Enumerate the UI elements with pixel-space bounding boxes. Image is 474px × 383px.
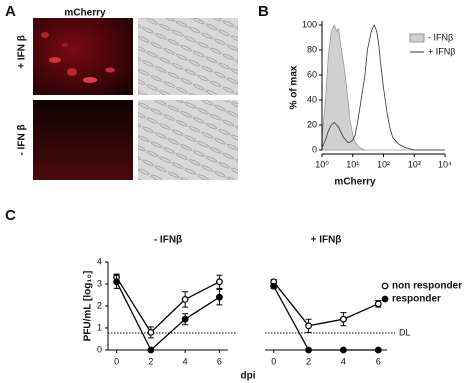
y-tick-label: 80 (307, 44, 317, 54)
panel-letter: B (258, 3, 269, 20)
x-tick-label: 2 (306, 356, 311, 366)
panel-letter: A (5, 3, 16, 20)
panel-letter: C (5, 207, 16, 224)
legend-swatch (409, 33, 425, 43)
series-line (273, 285, 379, 351)
y-tick-label: 60 (307, 69, 317, 79)
chart-title: + IFNβ (311, 235, 342, 246)
data-point (340, 346, 347, 354)
data-point (147, 346, 155, 354)
data-point (270, 282, 278, 290)
data-point (216, 293, 223, 301)
data-point (216, 278, 223, 286)
data-point (305, 346, 312, 354)
data-point (340, 315, 347, 323)
y-tick-label: 3 (97, 278, 102, 288)
y-tick-label: 4 (97, 256, 102, 266)
legend-label: - IFNβ (428, 32, 453, 42)
y-tick-label: 40 (307, 94, 317, 104)
image-row-label: - IFN β (17, 124, 28, 155)
histogram-line (321, 23, 445, 151)
x-tick-label: 6 (376, 356, 381, 366)
y-tick-label: 0 (312, 144, 317, 154)
data-point (147, 329, 155, 336)
y-axis-label: % of max (289, 65, 300, 109)
y-axis-label: PFU/mL [log₁₀] (83, 271, 94, 342)
x-tick-label: 4 (341, 356, 346, 366)
x-tick-label: 10¹ (346, 159, 359, 169)
image-row-label: + IFN β (17, 35, 28, 69)
brightfield-image (138, 100, 238, 180)
x-tick-label: 10³ (408, 159, 421, 169)
legend-label: non responder (392, 281, 462, 292)
x-tick-label: 0 (114, 356, 119, 366)
brightfield-image (138, 18, 238, 95)
y-tick-label: 100 (302, 19, 317, 29)
detection-label: DL (399, 327, 411, 337)
series-line (116, 277, 220, 334)
legend-marker (381, 295, 389, 303)
y-tick-label: 0 (97, 344, 102, 354)
image-column-label: mCherry (64, 8, 106, 19)
data-point (305, 322, 312, 330)
x-tick-label: 10² (377, 159, 390, 169)
data-point (181, 315, 189, 323)
fluorescence-image (33, 18, 133, 95)
x-tick-label: 6 (217, 356, 222, 366)
legend-marker (381, 282, 389, 290)
data-point (181, 296, 189, 303)
series-line (116, 281, 220, 352)
chart-title: - IFNβ (154, 235, 182, 246)
y-tick-label: 20 (307, 119, 317, 129)
x-tick-label: 10⁰ (315, 159, 329, 169)
y-tick-label: 1 (97, 322, 102, 332)
data-point (374, 300, 382, 308)
x-tick-label: 10⁴ (438, 159, 452, 169)
data-point (374, 346, 382, 354)
x-axis-label: dpi (241, 371, 256, 382)
fluorescence-image (33, 100, 133, 180)
x-tick-label: 4 (183, 356, 188, 366)
data-point (113, 278, 120, 286)
histogram-area (321, 23, 445, 151)
y-tick-label: 2 (97, 300, 102, 310)
legend-label: responder (392, 294, 441, 305)
legend-label: + IFNβ (428, 46, 455, 56)
x-axis-label: mCherry (334, 177, 376, 188)
series-line (273, 281, 379, 327)
x-tick-label: 2 (148, 356, 153, 366)
x-tick-label: 0 (271, 356, 276, 366)
